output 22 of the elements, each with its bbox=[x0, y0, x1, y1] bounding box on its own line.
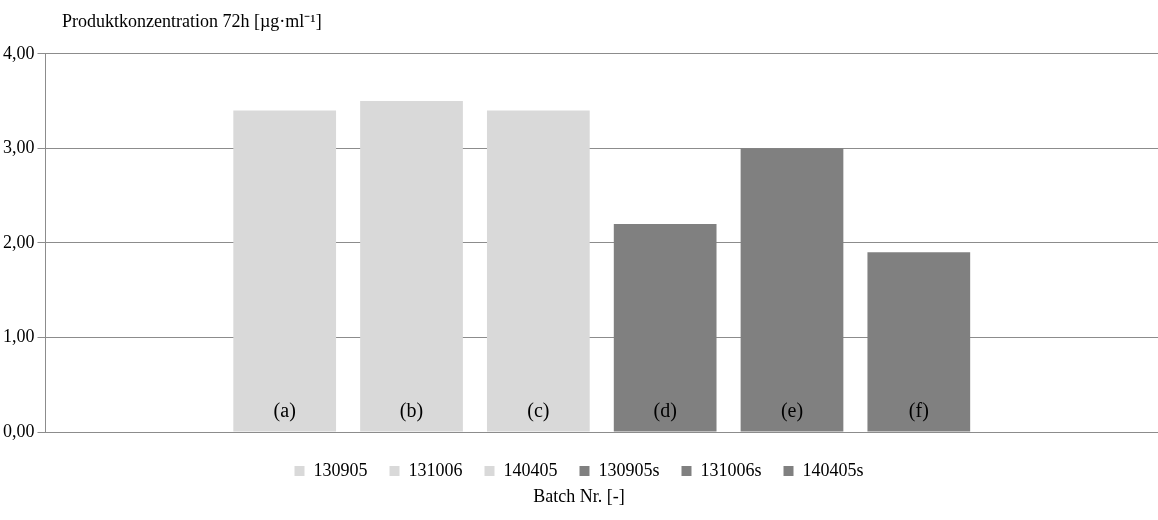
y-axis-title: Produktkonzentration 72h [µg·ml⁻¹] bbox=[62, 10, 322, 32]
annotation: (d) bbox=[653, 398, 677, 422]
legend-label: 130905s bbox=[598, 459, 660, 480]
annotation: (e) bbox=[780, 398, 804, 422]
y-tick-label: 2,00 bbox=[3, 231, 35, 252]
x-axis-title: Batch Nr. [-] bbox=[532, 486, 626, 507]
y-tick-label: 4,00 bbox=[3, 42, 35, 63]
y-tick-label: 1,00 bbox=[3, 326, 35, 347]
legend-label: 140405 bbox=[503, 459, 558, 480]
legend-label: 131006s bbox=[700, 459, 762, 480]
y-tick-label: 3,00 bbox=[3, 137, 35, 158]
annotation: (c) bbox=[527, 398, 550, 422]
bar bbox=[233, 110, 337, 432]
annotation: (a) bbox=[273, 398, 296, 422]
bar bbox=[360, 101, 463, 432]
bar bbox=[486, 110, 590, 432]
legend-label: 130905 bbox=[313, 459, 368, 480]
legend-label: 140405s bbox=[802, 459, 864, 480]
annotation: (f) bbox=[908, 398, 929, 422]
annotation: (b) bbox=[399, 398, 424, 422]
y-tick-label: 0,00 bbox=[3, 420, 35, 441]
legend-label: 131006 bbox=[408, 459, 463, 480]
